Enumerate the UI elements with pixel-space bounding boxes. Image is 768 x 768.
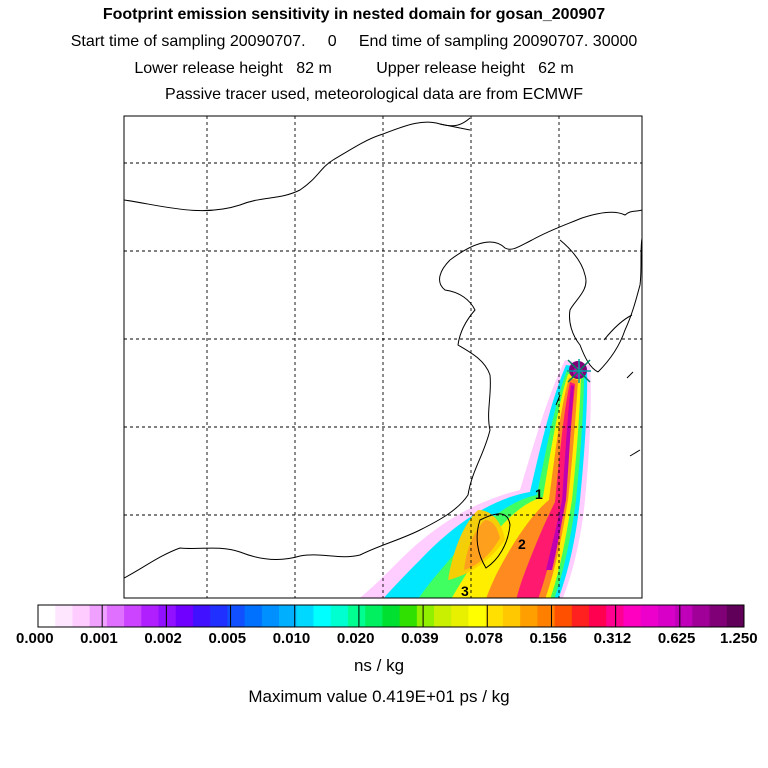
colorbar-swatch bbox=[709, 605, 728, 627]
tracer-info-line: Passive tracer used, meteorological data… bbox=[165, 86, 583, 103]
release-height-line: Lower release height 82 m Upper release … bbox=[134, 60, 574, 77]
colorbar-label: 0.625 bbox=[657, 630, 696, 647]
colorbar-swatch bbox=[434, 605, 452, 627]
colorbar-swatch bbox=[485, 605, 504, 627]
colorbar-swatch bbox=[692, 605, 711, 627]
colorbar-swatch bbox=[296, 605, 315, 627]
colorbar-swatch bbox=[38, 605, 56, 627]
colorbar-swatch bbox=[657, 605, 676, 627]
colorbar-swatch bbox=[382, 605, 401, 627]
colorbar-swatch bbox=[606, 605, 624, 627]
colorbar-label: 0.002 bbox=[144, 630, 182, 647]
colorbar-swatch bbox=[279, 605, 297, 627]
colorbar bbox=[37, 605, 745, 627]
colorbar-swatch bbox=[244, 605, 263, 627]
colorbar-swatch bbox=[158, 605, 177, 627]
colorbar-swatch bbox=[589, 605, 607, 627]
colorbar-swatch bbox=[675, 605, 693, 627]
colorbar-swatch bbox=[72, 605, 91, 627]
colorbar-swatch bbox=[726, 605, 745, 627]
graticule bbox=[124, 116, 642, 598]
colorbar-swatch bbox=[554, 605, 573, 627]
colorbar-swatch bbox=[192, 605, 211, 627]
colorbar-swatch bbox=[89, 605, 108, 627]
colorbar-label: 1.250 bbox=[720, 630, 758, 647]
colorbar-swatch bbox=[330, 605, 349, 627]
colorbar-swatch bbox=[537, 605, 556, 627]
colorbar-label: 0.000 bbox=[16, 630, 54, 647]
timestep-marker-2: 2 bbox=[518, 536, 526, 552]
colorbar-label: 0.005 bbox=[208, 630, 247, 647]
colorbar-label: 0.010 bbox=[272, 630, 311, 647]
colorbar-label: 0.001 bbox=[80, 630, 118, 647]
colorbar-swatch bbox=[520, 605, 538, 627]
colorbar-swatch bbox=[451, 605, 469, 627]
colorbar-frame bbox=[37, 604, 745, 628]
colorbar-swatch bbox=[399, 605, 418, 627]
colorbar-swatch bbox=[124, 605, 142, 627]
timestep-marker-3: 3 bbox=[461, 583, 469, 599]
colorbar-label: 0.039 bbox=[401, 630, 439, 647]
site-marker-icon bbox=[567, 359, 591, 383]
colorbar-label: 0.078 bbox=[465, 630, 503, 647]
sampling-time-line: Start time of sampling 20090707. 0 End t… bbox=[70, 33, 638, 50]
colorbar-swatch bbox=[416, 605, 435, 627]
colorbar-swatch bbox=[623, 605, 642, 627]
colorbar-swatch bbox=[141, 605, 160, 627]
colorbar-swatch bbox=[502, 605, 521, 627]
figure-title: Footprint emission sensitivity in nested… bbox=[102, 6, 606, 23]
colorbar-swatch bbox=[313, 605, 332, 627]
timestep-marker-1: 1 bbox=[535, 486, 543, 502]
max-value-label: Maximum value 0.419E+01 ps / kg bbox=[248, 687, 510, 706]
colorbar-label: 0.312 bbox=[593, 630, 632, 647]
colorbar-swatch bbox=[640, 605, 659, 627]
colorbar-label: 0.020 bbox=[336, 630, 375, 647]
colorbar-swatch bbox=[571, 605, 590, 627]
colorbar-swatch bbox=[347, 605, 366, 627]
colorbar-swatch bbox=[468, 605, 487, 627]
colorbar-swatch bbox=[365, 605, 383, 627]
footprint-plume bbox=[359, 360, 591, 598]
map-frame bbox=[123, 115, 643, 599]
colorbar-swatch bbox=[106, 605, 125, 627]
colorbar-label: 0.156 bbox=[529, 630, 567, 647]
colorbar-swatch bbox=[175, 605, 194, 627]
unit-label: ns / kg bbox=[353, 656, 405, 675]
colorbar-swatch bbox=[210, 605, 228, 627]
colorbar-swatch bbox=[261, 605, 280, 627]
colorbar-swatch bbox=[227, 605, 246, 627]
coastlines bbox=[124, 117, 642, 579]
colorbar-swatch bbox=[55, 605, 73, 627]
